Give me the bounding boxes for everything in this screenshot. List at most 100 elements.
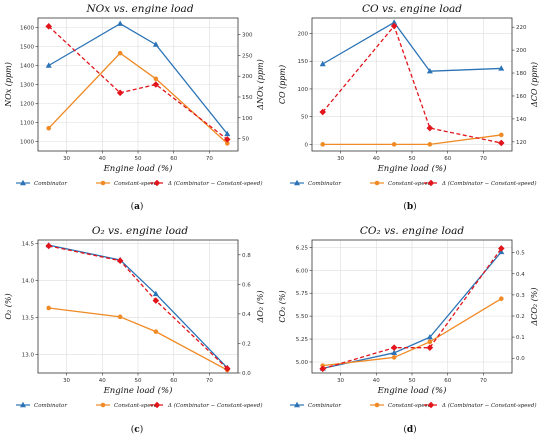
- data-point: [497, 139, 505, 147]
- x-tick-label: 70: [480, 156, 487, 162]
- y-right-tick-label: 150: [242, 95, 253, 101]
- legend-label: Combinator: [34, 403, 67, 409]
- y-right-tick-label: 0.5: [516, 251, 525, 257]
- data-point: [426, 68, 433, 74]
- y-axis-label: O₂ (%): [4, 293, 13, 319]
- legend-marker: [294, 401, 300, 408]
- data-point: [390, 22, 398, 30]
- legend-marker: [374, 402, 380, 408]
- x-axis-label: Engine load (%): [103, 385, 173, 396]
- data-point: [117, 314, 123, 320]
- y-tick-label: 1600: [20, 26, 34, 32]
- x-tick-label: 50: [135, 378, 142, 384]
- y-tick-label: 5.50: [296, 314, 309, 320]
- legend-marker: [374, 180, 380, 186]
- y-right-tick-label: 0.8: [242, 253, 251, 259]
- y-right-tick-label: 180: [516, 71, 527, 77]
- data-point: [391, 19, 398, 25]
- y-axis-label: CO₂ (%): [278, 290, 287, 322]
- x-tick-label: 50: [135, 156, 142, 162]
- data-point: [223, 136, 231, 143]
- data-point: [426, 124, 434, 132]
- legend-marker: [100, 180, 106, 186]
- y-tick-label: 1300: [20, 83, 34, 89]
- series-line-2: [48, 245, 228, 370]
- chart-panel-a: 30 40 50 60 70 1000 1100 1200 1300 1400 1500 1600 50…: [4, 3, 265, 212]
- legend-label: Constant-speed: [114, 403, 158, 409]
- legend-label: Δ (Combinator − Constant-speed): [441, 180, 536, 187]
- data-point: [390, 344, 398, 351]
- series-line-0: [322, 21, 502, 72]
- data-point: [152, 81, 160, 88]
- y-right-tick-label: 0.0: [516, 356, 525, 362]
- y-right-tick-label: 250: [242, 53, 253, 59]
- legend-marker: [100, 402, 106, 408]
- data-point: [498, 65, 505, 71]
- data-point: [117, 20, 124, 26]
- panel-label: (c): [131, 424, 144, 435]
- series-line-1: [48, 307, 228, 371]
- data-point: [117, 50, 123, 56]
- y-tick-label: 200: [298, 32, 309, 38]
- legend-marker: [427, 179, 435, 187]
- x-tick-label: 30: [63, 378, 70, 384]
- x-axis-label: Engine load (%): [103, 163, 173, 174]
- legend-label: Δ (Combinator − Constant-speed): [167, 402, 262, 409]
- x-tick-label: 30: [337, 156, 344, 162]
- data-point: [153, 76, 159, 82]
- y-right-tick-label: 0.0: [242, 371, 251, 377]
- data-point: [427, 339, 433, 345]
- x-tick-label: 60: [170, 156, 177, 162]
- y-tick-label: 150: [298, 59, 309, 65]
- chart-title: O₂ vs. engine load: [92, 225, 188, 237]
- y-axis-label: CO (ppm): [278, 65, 287, 104]
- x-tick-label: 60: [170, 378, 177, 384]
- x-tick-label: 70: [206, 378, 213, 384]
- x-tick-label: 40: [99, 378, 106, 384]
- legend-marker: [427, 401, 435, 409]
- y-tick-label: 14.5: [22, 242, 35, 248]
- x-tick-label: 30: [63, 156, 70, 162]
- chart-title: CO₂ vs. engine load: [360, 225, 464, 237]
- y-right-axis-label: ΔCO₂ (%): [530, 287, 539, 326]
- series-line-2: [322, 24, 502, 144]
- y-tick-label: 1000: [20, 140, 34, 146]
- y-right-axis-label: ΔNOx (ppm): [256, 59, 265, 110]
- x-axis-label: Engine load (%): [377, 163, 447, 174]
- series-line-1: [48, 52, 228, 144]
- x-axis-label: Engine load (%): [377, 385, 447, 396]
- y-right-tick-label: 50: [242, 137, 249, 143]
- series-line-0: [48, 22, 228, 135]
- legend-marker: [153, 401, 161, 409]
- y-axis-label: NOx (ppm): [4, 62, 13, 108]
- data-point: [224, 130, 231, 137]
- data-point: [498, 132, 504, 138]
- y-tick-label: 6.00: [296, 268, 309, 274]
- y-right-tick-label: 200: [242, 74, 253, 80]
- y-tick-label: 6.25: [296, 245, 309, 251]
- legend-label: Combinator: [308, 403, 341, 409]
- data-point: [319, 60, 326, 67]
- data-point: [391, 349, 398, 356]
- legend-label: Constant-speed: [388, 403, 432, 409]
- data-point: [224, 141, 230, 146]
- panel-label: (b): [403, 201, 416, 212]
- legend-marker: [153, 179, 161, 187]
- data-point: [152, 297, 160, 304]
- chart-panel-c: 30 40 50 60 70 13.0 13.5 14.0 14.5 0.0 0.2 0.4 0.6 0.…: [4, 225, 265, 435]
- y-tick-label: 1400: [20, 64, 34, 70]
- y-right-tick-label: 0.2: [242, 341, 251, 347]
- data-point: [319, 365, 327, 373]
- data-point: [46, 125, 52, 131]
- data-point: [45, 62, 52, 68]
- data-point: [46, 305, 52, 311]
- data-point: [427, 142, 433, 147]
- y-right-tick-label: 0.1: [516, 335, 525, 341]
- data-point: [152, 290, 159, 297]
- y-tick-label: 5.75: [296, 291, 309, 297]
- data-point: [45, 23, 53, 30]
- panel-label: (a): [131, 201, 144, 212]
- x-tick-label: 60: [444, 378, 451, 384]
- x-tick-label: 30: [337, 378, 344, 384]
- y-tick-label: 0: [305, 142, 309, 148]
